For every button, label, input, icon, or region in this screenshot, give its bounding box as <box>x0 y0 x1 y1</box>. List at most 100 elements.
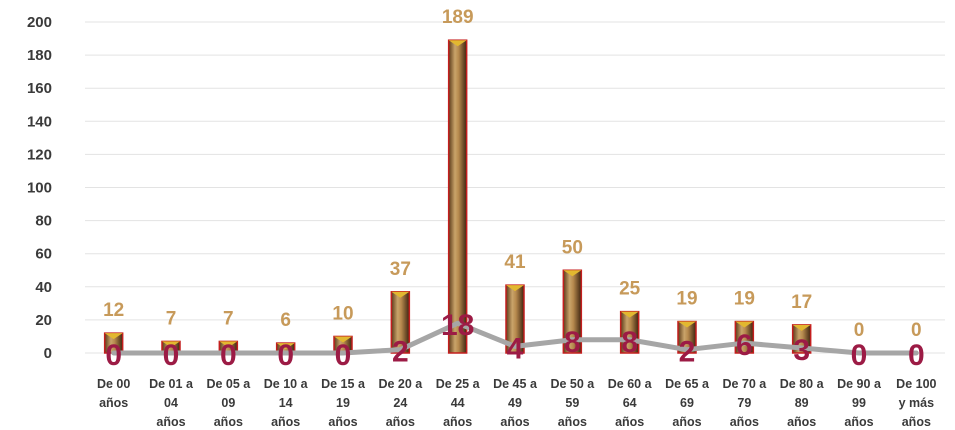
x-tick-label: 24 <box>393 396 407 410</box>
y-tick-label: 180 <box>27 47 52 64</box>
x-tick-label: 89 <box>795 396 809 410</box>
bar-value-label: 17 <box>791 292 812 313</box>
x-tick-label: años <box>558 415 587 429</box>
line-value-label: 2 <box>679 336 696 369</box>
x-tick-label: De 05 a <box>206 377 251 391</box>
line-value-label: 8 <box>621 326 638 359</box>
bar-cap <box>162 341 180 348</box>
x-tick-label: 79 <box>737 396 751 410</box>
bar-value-label: 41 <box>504 252 526 273</box>
bar-cap <box>620 311 639 318</box>
x-tick-label: De 65 a <box>665 377 710 391</box>
x-tick-label: y más <box>899 396 934 410</box>
x-tick-label: años <box>672 415 701 429</box>
x-tick-label: años <box>443 415 472 429</box>
x-tick-label: De 50 a <box>550 377 595 391</box>
line-value-label: 0 <box>163 339 180 372</box>
bar-value-label: 0 <box>911 320 922 341</box>
x-tick-label: 64 <box>623 396 637 410</box>
y-tick-label: 140 <box>27 113 52 130</box>
bar-cap <box>735 321 754 328</box>
x-tick-label: 04 <box>164 396 178 410</box>
y-tick-label: 20 <box>35 312 52 329</box>
bar-value-label: 189 <box>442 7 474 28</box>
line-value-label: 0 <box>220 339 237 372</box>
line-value-label: 0 <box>335 339 352 372</box>
bar-value-label: 6 <box>280 310 291 331</box>
y-tick-label: 40 <box>35 279 52 296</box>
x-tick-label: De 00 <box>97 377 130 391</box>
x-tick-label: años <box>386 415 415 429</box>
x-tick-label: 59 <box>565 396 579 410</box>
line-value-label: 0 <box>105 339 122 372</box>
x-tick-label: De 45 a <box>493 377 538 391</box>
bar-value-label: 10 <box>332 303 353 324</box>
x-tick-label: 19 <box>336 396 350 410</box>
x-tick-label: 14 <box>279 396 293 410</box>
bar-cap <box>334 336 352 343</box>
bar-value-label: 0 <box>854 320 865 341</box>
y-tick-label: 200 <box>27 14 52 31</box>
x-tick-label: años <box>500 415 529 429</box>
bar-value-label: 12 <box>103 300 124 321</box>
bar-value-label: 37 <box>390 259 411 280</box>
bar-cap <box>219 341 238 348</box>
x-tick-label: 44 <box>451 396 465 410</box>
bar-cap <box>448 40 467 47</box>
bar-value-label: 50 <box>562 237 583 258</box>
x-tick-label: años <box>328 415 357 429</box>
line-value-label: 0 <box>908 339 925 372</box>
x-tick-label: años <box>214 415 243 429</box>
x-tick-label: 99 <box>852 396 866 410</box>
x-tick-label: De 90 a <box>837 377 882 391</box>
bar-value-label: 25 <box>619 279 641 300</box>
x-tick-label: 69 <box>680 396 694 410</box>
x-tick-label: De 01 a <box>149 377 194 391</box>
x-tick-label: años <box>156 415 185 429</box>
bar-cap <box>792 324 811 331</box>
x-tick-label: años <box>730 415 759 429</box>
x-tick-label: años <box>844 415 873 429</box>
bar-value-label: 7 <box>166 308 177 329</box>
line-value-label: 3 <box>793 334 810 367</box>
bar-cap <box>104 333 123 340</box>
x-tick-label: De 10 a <box>264 377 309 391</box>
y-tick-label: 60 <box>35 246 52 263</box>
x-tick-label: años <box>271 415 300 429</box>
bar-value-label: 19 <box>676 289 697 310</box>
bar-value-label: 7 <box>223 308 234 329</box>
x-tick-label: años <box>615 415 644 429</box>
bar <box>447 39 468 354</box>
bar-cap <box>391 291 410 298</box>
x-tick-label: 49 <box>508 396 522 410</box>
line-value-label: 0 <box>851 339 868 372</box>
bar-value-label: 19 <box>734 289 755 310</box>
y-tick-label: 80 <box>35 213 52 230</box>
line-value-label: 4 <box>507 332 524 365</box>
bar-cap <box>506 285 524 292</box>
x-tick-label: De 20 a <box>378 377 423 391</box>
x-tick-label: De 100 <box>896 377 936 391</box>
series-line <box>111 320 919 356</box>
line-value-label: 2 <box>392 336 409 369</box>
line-value-label: 0 <box>277 339 294 372</box>
y-tick-label: 120 <box>27 146 52 163</box>
x-tick-label: De 60 a <box>608 377 653 391</box>
x-tick-label: De 80 a <box>780 377 825 391</box>
x-tick-label: años <box>99 396 128 410</box>
bar-cap <box>678 321 696 328</box>
x-tick-label: De 15 a <box>321 377 366 391</box>
x-tick-label: De 70 a <box>722 377 767 391</box>
x-tick-label: años <box>902 415 931 429</box>
line-value-label: 6 <box>736 329 753 362</box>
x-tick-label: 09 <box>221 396 235 410</box>
line-value-label: 8 <box>564 326 581 359</box>
y-tick-label: 160 <box>27 80 52 97</box>
bar-cap <box>563 270 582 277</box>
y-tick-label: 0 <box>44 345 52 362</box>
y-tick-label: 100 <box>27 180 52 197</box>
bar-cap <box>276 343 295 350</box>
line-value-label: 18 <box>441 309 474 342</box>
